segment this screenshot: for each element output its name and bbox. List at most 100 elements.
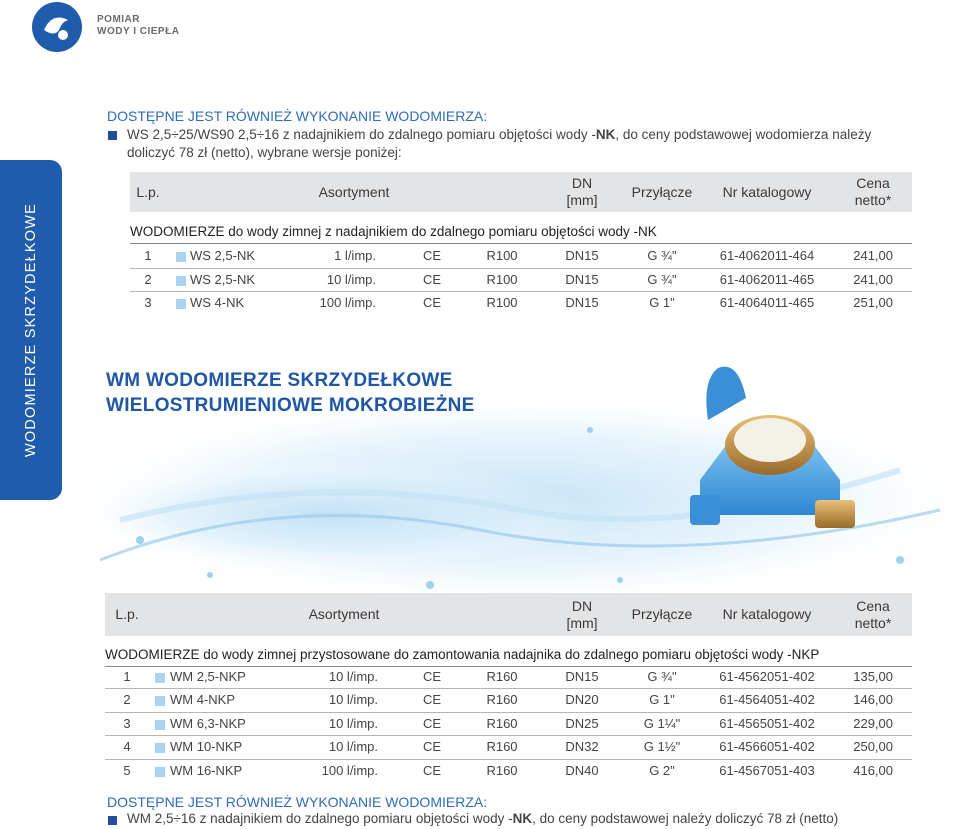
column-header: DN [571,175,593,191]
table-cell: CE [422,739,442,755]
table-cell: R160 [486,715,518,731]
table-cell: 1 [123,669,131,684]
table-cell: 251,00 [853,295,893,310]
row-divider [130,291,912,292]
table-cell: 61-4062011-464 [719,248,815,263]
brand-line: POMIAR [97,14,140,25]
table-cell: 1 [144,248,152,263]
table-cell: 10 l/imp. [328,715,378,731]
table-cell: R100 [486,271,518,287]
column-header: Cena [856,597,890,614]
note-heading: DOSTĘPNE JEST RÓWNIEŻ WYKONANIE WODOMIER… [107,794,488,810]
bullet-square [155,743,165,754]
table-cell: G ¾" [647,669,677,684]
table-cell: 100 l/imp. [319,295,376,310]
column-header: Przyłącze [631,606,693,622]
column-header: L.p. [136,183,160,200]
table-cell: DN15 [565,248,599,263]
emphasis: NK [595,127,616,142]
table-cell: 2 [123,692,131,708]
table-cell: G ¾" [647,271,677,287]
table-cell: WS 4-NK [190,295,245,310]
table-cell: 2 [144,271,152,287]
column-header: Nr katalogowy [722,606,812,622]
table-cell: G 1½" [643,739,681,755]
table-cell: 229,00 [853,715,893,731]
column-header: netto* [854,614,892,631]
table-cell: 250,00 [853,739,893,755]
table-cell: DN40 [565,762,599,778]
table-cell: G 2" [649,762,675,778]
table-cell: CE [422,762,442,778]
table-cell: 61-4566051-402 [719,739,815,755]
table-cell: 416,00 [853,762,893,778]
table-cell: R100 [486,248,518,263]
side-tab-label: WODOMIERZE SKRZYDEŁKOWE [23,203,39,457]
table-cell: 5 [123,762,131,778]
bullet-square [155,696,165,707]
logo-mark [44,17,68,34]
column-header: [mm] [566,614,598,631]
row-divider [105,758,912,760]
table-cell: G 1" [649,692,675,708]
table-cell: 10 l/imp. [328,669,378,684]
section-title: WODOMIERZE do wody zimnej przystosowane … [105,647,820,662]
table-cell: WM 4-NKP [170,692,235,708]
table-cell: 146,00 [853,692,893,708]
logo-drop [58,30,68,40]
table-cell: 61-4062011-465 [719,271,815,287]
table-cell: 10 l/imp. [328,692,378,708]
bullet [108,131,117,140]
table-header-bg [105,593,912,636]
row-divider [105,735,912,737]
column-header: Asortyment [308,606,380,622]
table-cell: WM 10-NKP [170,739,243,755]
table-cell: 4 [123,739,131,755]
table-cell: R100 [486,295,518,310]
table-cell: R160 [486,669,518,684]
table-cell: DN15 [565,271,599,287]
table-cell: R160 [486,762,518,778]
table-cell: 100 l/imp. [321,762,378,778]
product-title: WIELOSTRUMIENIOWE MOKROBIEŻNE [106,395,475,416]
emphasis: NK [512,811,533,826]
row-divider [105,711,912,713]
table-cell: DN20 [565,692,599,708]
table-cell: G 1" [649,295,675,310]
table-cell: 61-4565051-402 [719,715,815,731]
table-cell: CE [422,295,442,310]
text: , do ceny podstawowej wodomierza należy … [127,127,872,160]
text: WS 2,5÷25/WS90 2,5÷16 z nadajnikiem do z… [127,127,596,142]
table-cell: G ¾" [647,248,677,263]
table-cell: 61-4564051-402 [719,692,815,708]
table-cell: WS 2,5-NK [190,248,256,263]
bullet-square [176,252,186,262]
column-header: Przyłącze [631,183,693,200]
table-cell: CE [422,715,442,731]
note-text: WS 2,5÷25/WS90 2,5÷16 z nadajnikiem do z… [127,126,897,162]
table-cell: R160 [486,692,518,708]
water-drops [136,427,904,589]
table-cell: 61-4064011-465 [719,295,815,310]
text: WM 2,5÷16 z nadajnikiem do zdalnego pomi… [127,811,513,826]
table-cell: R160 [486,739,518,755]
text: , do ceny podstawowej należy doliczyć 78… [532,811,839,826]
table-cell: DN25 [565,715,599,731]
table-cell: WM 16-NKP [170,762,243,778]
note-heading: DOSTĘPNE JEST RÓWNIEŻ WYKONANIE WODOMIER… [107,108,488,124]
table-cell: 3 [123,715,131,731]
table-cell: CE [422,669,442,684]
section-title: WODOMIERZE do wody zimnej z nadajnikiem … [130,224,657,239]
table-cell: DN15 [565,669,599,684]
table-cell: WM 2,5-NKP [170,669,246,684]
bullet-square [176,275,186,286]
column-header: Nr katalogowy [722,183,812,200]
bullet-square [155,766,165,777]
rule [130,243,912,244]
column-header: Cena [856,175,890,191]
side-tab: WODOMIERZE SKRZYDEŁKOWE [0,160,62,500]
table-cell: WM 6,3-NKP [170,715,246,731]
column-header: [mm] [566,192,598,208]
